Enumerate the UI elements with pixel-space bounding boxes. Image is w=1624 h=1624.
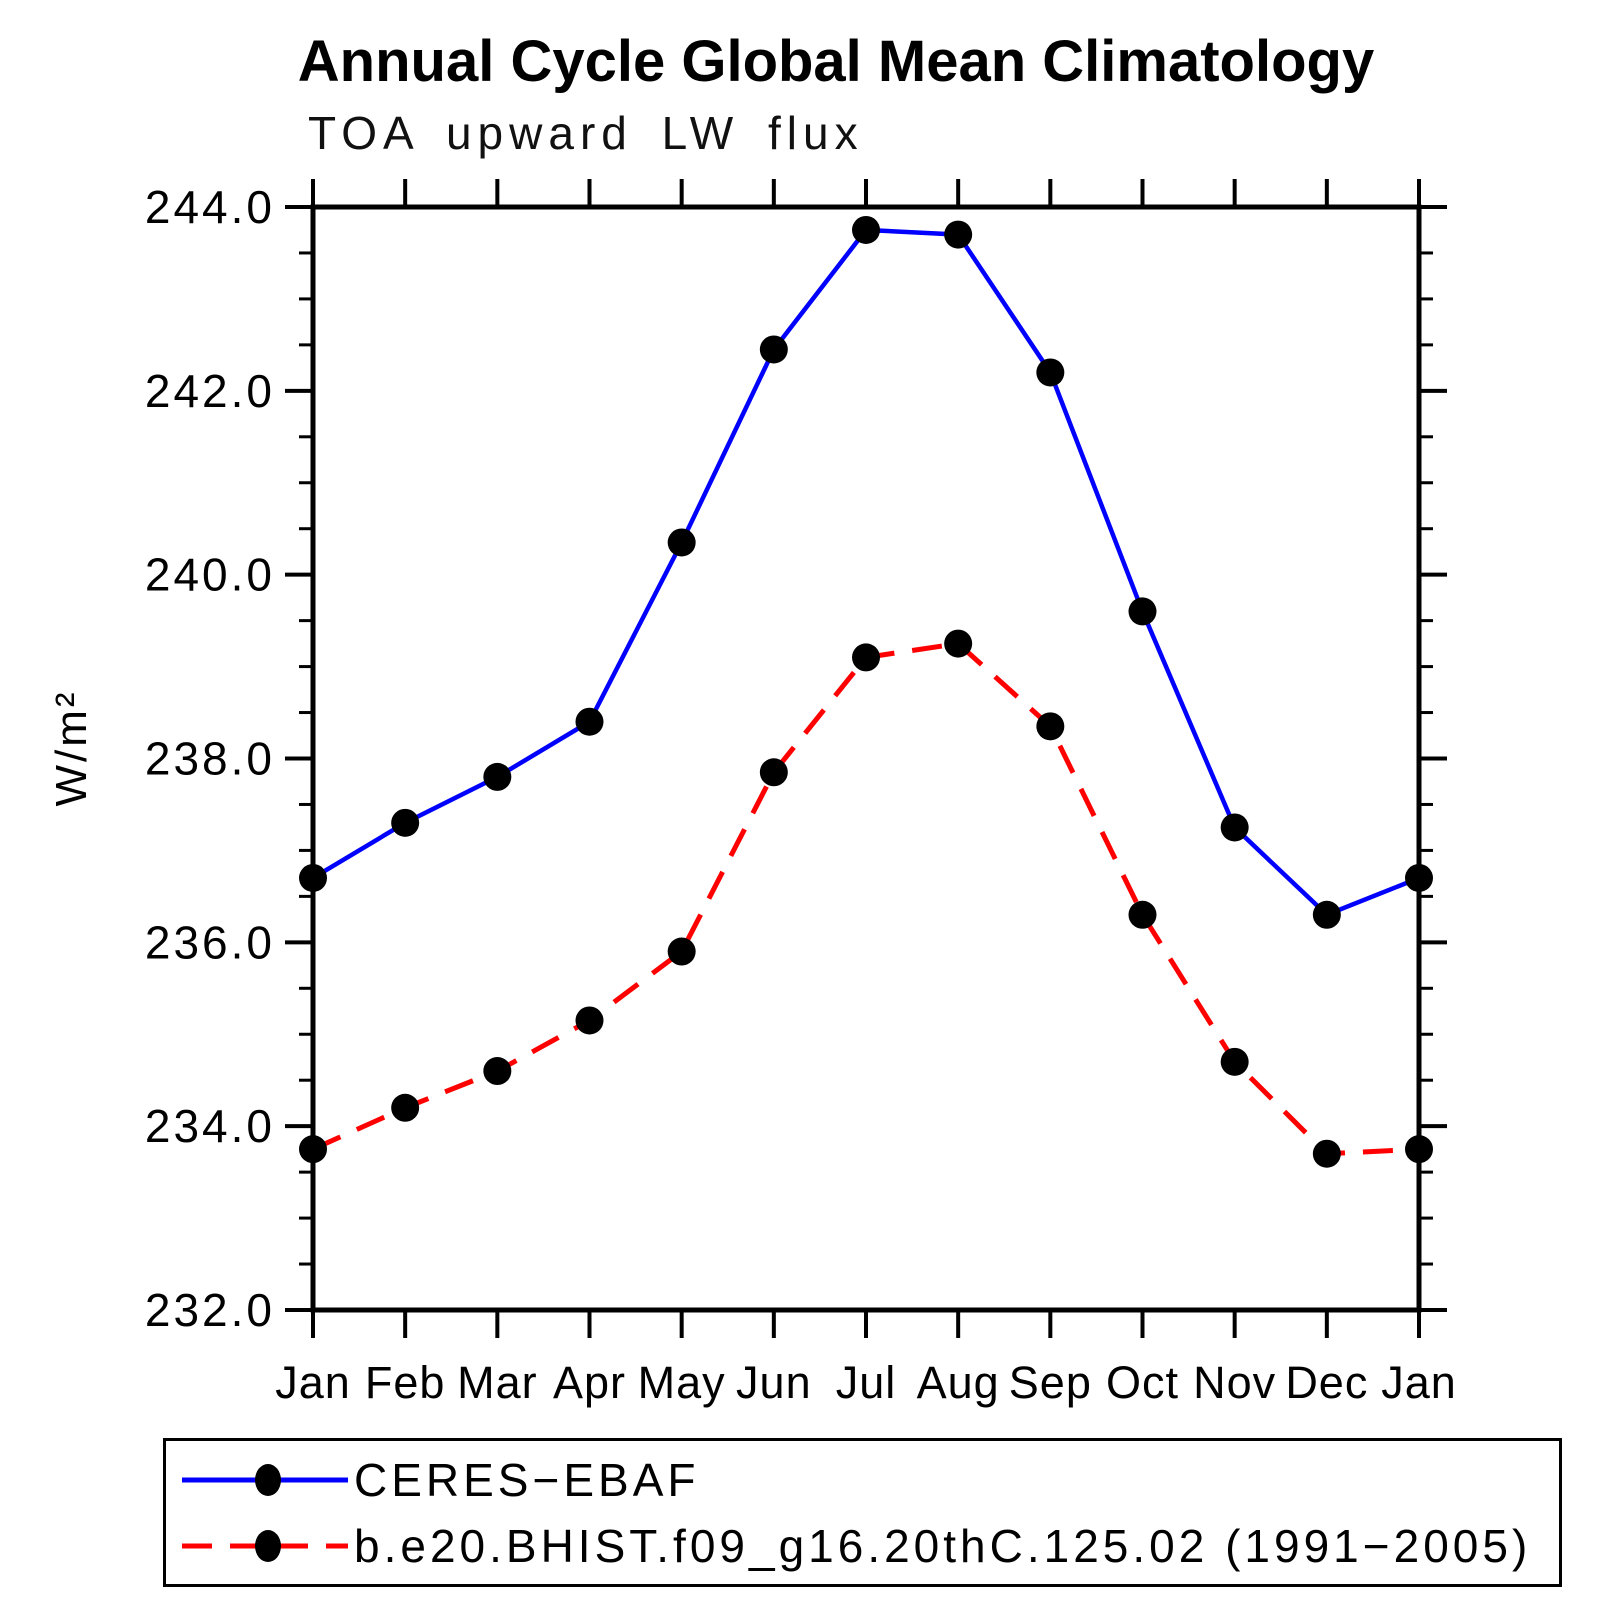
data-point-model <box>575 1006 604 1035</box>
y-tick-label: 244.0 <box>145 181 275 233</box>
x-tick-label: Feb <box>365 1357 446 1408</box>
x-tick-label: May <box>638 1357 726 1408</box>
data-point-model <box>1312 1139 1341 1168</box>
data-point-ceres <box>1036 358 1065 387</box>
x-tick-label: Jan <box>275 1357 351 1408</box>
data-point-model <box>299 1135 327 1164</box>
data-point-ceres <box>1312 900 1341 929</box>
data-point-ceres <box>1405 863 1433 892</box>
data-point-ceres <box>759 335 788 364</box>
x-tick-label: Jul <box>836 1357 897 1408</box>
chart-subtitle: TOA upward LW flux <box>308 107 864 159</box>
y-tick-label: 236.0 <box>145 916 275 968</box>
data-point-model <box>852 643 880 672</box>
data-point-model <box>667 937 696 966</box>
data-point-model <box>391 1093 420 1122</box>
data-point-ceres <box>1128 597 1157 626</box>
legend-label-model: b.e20.BHIST.f09_g16.20thC.125.02 (1991−2… <box>354 1519 1532 1572</box>
data-point-ceres <box>391 808 420 837</box>
x-tick-label: Jan <box>1381 1357 1457 1408</box>
data-point-model <box>1036 712 1065 741</box>
data-point-model <box>759 758 788 787</box>
data-point-model <box>483 1057 512 1086</box>
data-point-model <box>1220 1047 1249 1076</box>
legend-row-model: b.e20.BHIST.f09_g16.20thC.125.02 (1991−2… <box>178 1513 1559 1579</box>
y-tick-label: 238.0 <box>145 733 275 785</box>
legend-row-ceres: CERES−EBAF <box>178 1447 1559 1513</box>
legend-box: CERES−EBAF b.e20.BHIST.f09_g16.20thC.125… <box>163 1438 1562 1587</box>
data-point-ceres <box>667 528 696 557</box>
plot-frame <box>310 204 1422 1313</box>
legend-sample-red-dashed-line <box>182 1529 348 1562</box>
legend-sample-blue-solid-line <box>182 1463 348 1496</box>
y-tick-label: 234.0 <box>145 1100 275 1152</box>
x-tick-label: Jun <box>736 1357 812 1408</box>
data-point-model <box>1405 1135 1433 1164</box>
legend-label-ceres: CERES−EBAF <box>354 1453 700 1506</box>
x-tick-label: Oct <box>1106 1357 1179 1408</box>
series-line-ceres <box>311 227 1420 918</box>
data-point-model <box>944 629 973 658</box>
legend-marker-dot <box>255 1463 281 1496</box>
data-point-ceres <box>1220 813 1249 842</box>
x-tick-label: Sep <box>1009 1357 1092 1408</box>
data-point-ceres <box>299 863 327 892</box>
x-tick-label: Nov <box>1193 1357 1276 1408</box>
data-point-ceres <box>483 762 512 791</box>
data-point-ceres <box>575 707 604 736</box>
y-tick-label: 232.0 <box>145 1284 275 1336</box>
y-tick-label: 242.0 <box>145 365 275 417</box>
data-point-ceres <box>944 220 973 249</box>
x-tick-label: Aug <box>917 1357 1000 1408</box>
x-tick-label: Dec <box>1285 1357 1368 1408</box>
x-tick-label: Apr <box>553 1357 626 1408</box>
data-point-ceres <box>852 215 880 244</box>
legend-marker-dot <box>255 1529 281 1562</box>
data-point-model <box>1128 900 1157 929</box>
y-tick-label: 240.0 <box>145 549 275 601</box>
chart-title: Annual Cycle Global Mean Climatology <box>297 29 1375 94</box>
series-line-model <box>311 640 1420 1157</box>
x-tick-label: Mar <box>457 1357 538 1408</box>
